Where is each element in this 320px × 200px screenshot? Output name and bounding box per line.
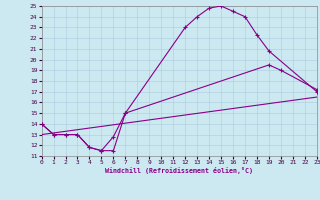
X-axis label: Windchill (Refroidissement éolien,°C): Windchill (Refroidissement éolien,°C)	[105, 167, 253, 174]
